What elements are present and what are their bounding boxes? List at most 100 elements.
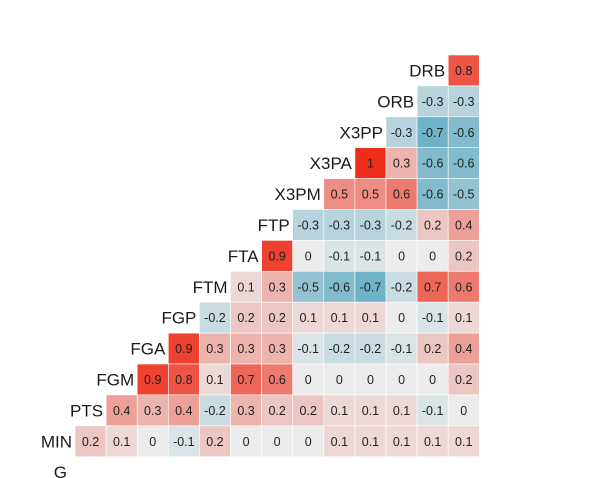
cell-value-label: -0.3 xyxy=(391,126,413,140)
heatmap-cell xyxy=(447,147,480,179)
cell-value-label: 0 xyxy=(429,373,436,387)
heatmap-cell xyxy=(199,332,231,365)
cell-value-label: 0.9 xyxy=(175,342,192,356)
cell-value-label: 0.6 xyxy=(268,373,285,387)
cell-value-label: -0.2 xyxy=(204,404,226,418)
heatmap-cell xyxy=(447,301,480,334)
cell-value-label: 0.4 xyxy=(175,404,192,418)
cell-value-label: -0.5 xyxy=(297,280,319,294)
cell-value-label: -0.6 xyxy=(422,157,444,171)
cell-value-label: -0.1 xyxy=(173,435,195,449)
variable-label: FGA xyxy=(130,340,166,359)
variable-label: FTA xyxy=(228,247,260,266)
heatmap-cell xyxy=(323,425,356,457)
heatmap-cell xyxy=(323,332,356,365)
heatmap-cell xyxy=(199,425,231,457)
heatmap-cell xyxy=(385,394,418,427)
cell-value-label: 0.4 xyxy=(455,218,472,232)
variable-label: X3PM xyxy=(275,185,321,204)
variable-label: FGP xyxy=(161,309,196,328)
cell-value-label: 0.7 xyxy=(424,280,441,294)
heatmap-cell xyxy=(292,363,325,396)
heatmap-cell xyxy=(447,425,480,457)
cell-value-label: 0.1 xyxy=(331,404,348,418)
heatmap-cell xyxy=(230,425,262,457)
heatmap-cell xyxy=(416,394,449,427)
variable-label: FTM xyxy=(193,278,228,297)
cell-value-label: 0 xyxy=(398,373,405,387)
variable-label: G xyxy=(54,463,67,478)
cell-value-label: -0.3 xyxy=(297,218,319,232)
heatmap-cell xyxy=(416,85,449,118)
heatmap-cell xyxy=(416,209,449,241)
variable-label: X3PA xyxy=(310,154,353,173)
heatmap-cell xyxy=(168,425,200,457)
heatmap-cell xyxy=(230,332,262,365)
cell-value-label: 0.1 xyxy=(113,435,130,449)
heatmap-cell xyxy=(105,394,138,427)
heatmap-cell xyxy=(385,425,418,457)
cell-value-label: 0.1 xyxy=(362,404,379,418)
heatmap-cell xyxy=(447,240,480,272)
cell-value-label: 0.3 xyxy=(206,342,223,356)
cell-value-label: 0 xyxy=(305,435,312,449)
cell-value-label: -0.1 xyxy=(329,249,351,263)
cell-value-label: 0 xyxy=(336,373,343,387)
heatmap-cell xyxy=(261,332,294,365)
cell-value-label: -0.2 xyxy=(204,311,226,325)
heatmap-cell xyxy=(199,301,231,334)
cell-value-label: 1 xyxy=(367,157,374,171)
heatmap-cell xyxy=(385,147,418,179)
cell-value-label: -0.1 xyxy=(391,342,413,356)
cell-value-label: 0 xyxy=(429,249,436,263)
heatmap-cell xyxy=(385,363,418,396)
cell-value-label: 0.1 xyxy=(331,435,348,449)
cell-value-label: 0.3 xyxy=(268,280,285,294)
cell-value-label: 0.1 xyxy=(455,435,472,449)
cell-value-label: 0.8 xyxy=(175,373,192,387)
cell-value-label: 0.1 xyxy=(237,280,254,294)
cell-value-label: 0.3 xyxy=(144,404,161,418)
variable-label: X3PP xyxy=(340,123,383,142)
variable-label: FGM xyxy=(96,370,134,389)
heatmap-cell xyxy=(168,332,200,365)
heatmap-cell xyxy=(447,332,480,365)
heatmap-cell xyxy=(136,425,169,457)
cell-value-label: -0.6 xyxy=(422,188,444,202)
cell-value-label: 0.2 xyxy=(237,311,254,325)
cell-value-label: 0 xyxy=(460,404,467,418)
cell-value-label: 0 xyxy=(243,435,250,449)
heatmap-cell xyxy=(354,301,387,334)
heatmap-cell xyxy=(261,301,294,334)
cell-value-label: 0.2 xyxy=(455,249,472,263)
heatmap-cell xyxy=(199,394,231,427)
heatmap-cell xyxy=(354,209,387,241)
heatmap-cell xyxy=(447,270,480,303)
cell-value-label: 0.3 xyxy=(237,342,254,356)
heatmap-cell xyxy=(447,209,480,241)
heatmap-cell xyxy=(74,425,107,457)
heatmap-cell xyxy=(230,270,262,303)
heatmap-cell xyxy=(354,425,387,457)
cell-value-label: -0.1 xyxy=(297,342,319,356)
heatmap-cell xyxy=(136,363,169,396)
cell-value-label: 0 xyxy=(274,435,281,449)
cell-value-label: 0.6 xyxy=(455,280,472,294)
cell-value-label: -0.1 xyxy=(360,249,382,263)
heatmap-cell xyxy=(447,363,480,396)
cell-value-label: 0.1 xyxy=(206,373,223,387)
cell-value-label: 0.5 xyxy=(362,188,379,202)
cell-value-label: -0.3 xyxy=(329,218,351,232)
cell-value-label: 0.3 xyxy=(393,157,410,171)
heatmap-cell xyxy=(354,240,387,272)
cell-value-label: -0.2 xyxy=(391,280,413,294)
heatmap-cell xyxy=(354,178,387,210)
cell-value-label: 0.1 xyxy=(362,435,379,449)
cell-value-label: -0.1 xyxy=(422,404,444,418)
cell-value-label: 0.2 xyxy=(424,342,441,356)
heatmap-cell xyxy=(416,178,449,210)
cell-value-label: 0.7 xyxy=(237,373,254,387)
variable-label: PTS xyxy=(70,401,103,420)
heatmap-cell xyxy=(292,332,325,365)
